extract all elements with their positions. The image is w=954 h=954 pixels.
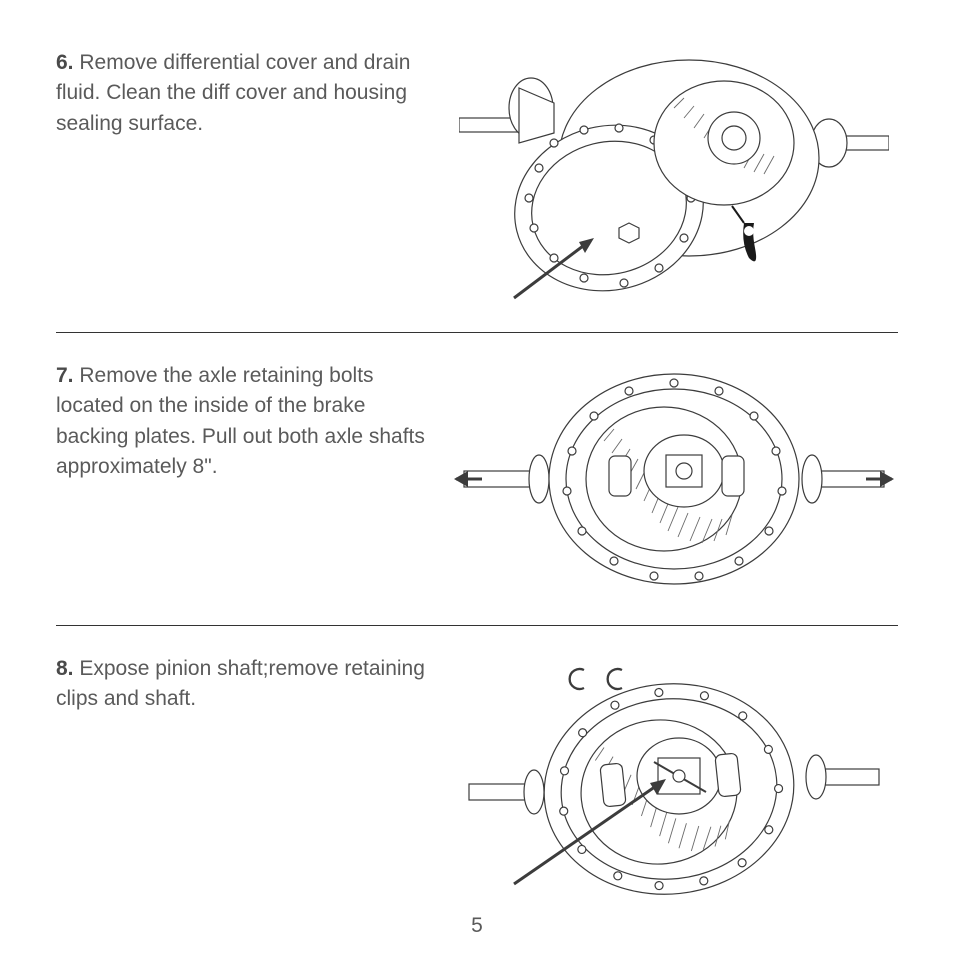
- step-8-text: 8. Expose pinion shaft;remove retaining …: [56, 654, 426, 715]
- step-7-figure: [450, 361, 898, 601]
- step-6-figure: [450, 48, 898, 308]
- step-8: 8. Expose pinion shaft;remove retaining …: [56, 654, 898, 928]
- page-number: 5: [0, 914, 954, 938]
- step-8-figure: [450, 654, 898, 904]
- step-6-number: 6.: [56, 51, 74, 74]
- step-7-number: 7.: [56, 364, 74, 387]
- step-6-body: Remove differential cover and drain flui…: [56, 51, 411, 135]
- step-6-text: 6. Remove differential cover and drain f…: [56, 48, 426, 139]
- step-7: 7. Remove the axle retaining bolts locat…: [56, 361, 898, 626]
- step-8-number: 8.: [56, 657, 74, 680]
- step-8-body: Expose pinion shaft;remove retaining cli…: [56, 657, 425, 710]
- step-6: 6. Remove differential cover and drain f…: [56, 48, 898, 333]
- step-7-text: 7. Remove the axle retaining bolts locat…: [56, 361, 426, 483]
- step-7-body: Remove the axle retaining bolts located …: [56, 364, 425, 478]
